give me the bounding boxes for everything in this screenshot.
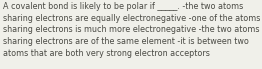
Text: A covalent bond is likely to be polar if _____. -the two atoms
sharing electrons: A covalent bond is likely to be polar if… (3, 2, 260, 58)
